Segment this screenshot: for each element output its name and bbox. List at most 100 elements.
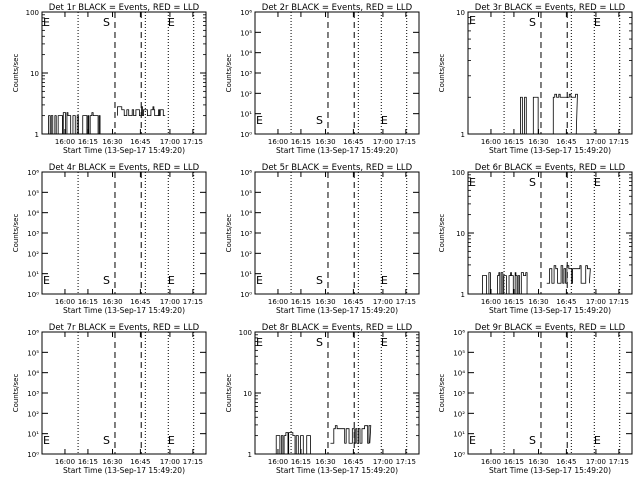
y-axis-label: Counts/sec — [225, 214, 233, 253]
marker-e-left: E — [469, 14, 476, 27]
x-tick-label: 16:00 — [481, 458, 501, 466]
chart-panel-5: Det 5r BLACK = Events, RED = LLD 10⁰ 10¹ 10… — [225, 163, 420, 315]
y-tick-label: 10⁰ — [240, 131, 252, 139]
x-tick-label: 17:15 — [609, 138, 629, 146]
x-tick-label: 17:00 — [373, 458, 393, 466]
event-rate-trace — [481, 272, 528, 295]
x-tick-label: 16:00 — [481, 298, 501, 306]
y-tick-label: 10³ — [240, 70, 252, 78]
y-tick-label: 10¹ — [27, 431, 39, 439]
y-tick-label: 10¹ — [27, 271, 39, 279]
x-axis-label: Start Time (13-Sep-17 15:49:20) — [63, 146, 185, 155]
x-tick-label: 16:15 — [504, 138, 524, 146]
x-tick-label: 16:45 — [343, 138, 363, 146]
marker-e-left: E — [256, 336, 263, 349]
chart-title: Det 1r BLACK = Events, RED = LLD — [49, 3, 200, 13]
marker-e-left: E — [43, 274, 50, 287]
y-tick-label: 10² — [27, 250, 39, 258]
chart-panel-9: Det 9r BLACK = Events, RED = LLD 10⁰ 10¹ 10… — [438, 323, 633, 475]
y-tick-label: 10 — [456, 230, 465, 238]
x-tick-label: 16:30 — [102, 458, 122, 466]
event-rate-trace — [274, 432, 316, 455]
y-tick-label: 10² — [240, 90, 252, 98]
y-tick-label: 10⁴ — [240, 50, 252, 58]
marker-s: S — [103, 16, 110, 29]
event-rate-trace — [48, 112, 102, 135]
x-tick-label: 16:30 — [528, 298, 548, 306]
marker-s: S — [316, 336, 323, 349]
x-tick-label: 17:15 — [183, 458, 203, 466]
x-axis-label: Start Time (13-Sep-17 15:49:20) — [63, 466, 185, 475]
marker-e-right: E — [168, 274, 175, 287]
marker-s: S — [103, 274, 110, 287]
marker-e-left: E — [256, 274, 263, 287]
plot-frame — [467, 331, 633, 455]
chart-title: Det 3r BLACK = Events, RED = LLD — [475, 3, 626, 13]
x-tick-label: 16:30 — [528, 458, 548, 466]
marker-e-right: E — [594, 16, 601, 29]
x-tick-label: 16:15 — [291, 298, 311, 306]
x-tick-label: 17:00 — [160, 298, 180, 306]
y-tick-label: 10¹ — [453, 431, 465, 439]
x-tick-label: 16:45 — [556, 138, 576, 146]
x-tick-label: 16:15 — [78, 458, 98, 466]
y-tick-label: 10³ — [27, 230, 39, 238]
x-tick-label: 17:00 — [160, 138, 180, 146]
marker-s: S — [529, 16, 536, 29]
chart-title: Det 4r BLACK = Events, RED = LLD — [49, 163, 200, 173]
x-tick-label: 17:15 — [609, 298, 629, 306]
x-tick-label: 16:00 — [268, 458, 288, 466]
x-axis-label: Start Time (13-Sep-17 15:49:20) — [63, 306, 185, 315]
y-tick-label: 10⁵ — [27, 349, 39, 357]
marker-s: S — [529, 434, 536, 447]
x-tick-label: 16:15 — [78, 298, 98, 306]
x-tick-label: 16:15 — [504, 458, 524, 466]
chart-title: Det 8r BLACK = Events, RED = LLD — [262, 323, 413, 333]
x-tick-label: 17:15 — [396, 298, 416, 306]
x-tick-label: 16:00 — [481, 138, 501, 146]
y-tick-label: 1 — [461, 131, 465, 139]
y-tick-label: 10⁴ — [27, 370, 39, 378]
x-tick-label: 16:30 — [315, 298, 335, 306]
y-axis-label: Counts/sec — [12, 214, 20, 253]
y-tick-label: 10⁰ — [453, 451, 465, 459]
chart-panel-4: Det 4r BLACK = Events, RED = LLD 10⁰ 10¹ 10… — [12, 163, 207, 315]
y-tick-label: 1 — [248, 451, 252, 459]
y-axis-label: Counts/sec — [12, 374, 20, 413]
y-tick-label: 10³ — [27, 390, 39, 398]
plot-frame — [467, 11, 633, 135]
y-tick-label: 100 — [26, 9, 39, 17]
y-tick-label: 10⁵ — [240, 29, 252, 37]
x-tick-label: 17:00 — [160, 458, 180, 466]
x-tick-label: 16:15 — [504, 298, 524, 306]
y-tick-label: 10¹ — [240, 271, 252, 279]
y-tick-label: 10⁵ — [27, 189, 39, 197]
event-rate-trace — [117, 106, 166, 117]
y-tick-label: 10⁴ — [240, 210, 252, 218]
x-tick-label: 16:00 — [268, 138, 288, 146]
x-tick-label: 16:45 — [130, 458, 150, 466]
x-tick-label: 17:00 — [373, 298, 393, 306]
y-axis-label: Counts/sec — [225, 54, 233, 93]
x-tick-label: 16:30 — [102, 298, 122, 306]
y-tick-label: 10⁴ — [27, 210, 39, 218]
x-tick-label: 17:00 — [586, 458, 606, 466]
y-tick-label: 10¹ — [240, 111, 252, 119]
chart-title: Det 2r BLACK = Events, RED = LLD — [262, 3, 413, 13]
x-tick-label: 17:15 — [396, 138, 416, 146]
x-tick-label: 17:00 — [586, 298, 606, 306]
y-tick-label: 10⁵ — [240, 189, 252, 197]
x-axis-label: Start Time (13-Sep-17 15:49:20) — [489, 306, 611, 315]
y-tick-label: 100 — [239, 329, 252, 337]
x-tick-label: 16:45 — [343, 298, 363, 306]
x-axis-label: Start Time (13-Sep-17 15:49:20) — [276, 466, 398, 475]
y-tick-label: 10⁶ — [27, 329, 39, 337]
marker-e-left: E — [469, 434, 476, 447]
x-tick-label: 17:15 — [183, 298, 203, 306]
y-tick-label: 10⁵ — [453, 349, 465, 357]
x-tick-label: 16:45 — [343, 458, 363, 466]
y-tick-label: 10⁶ — [453, 329, 465, 337]
x-tick-label: 16:15 — [291, 138, 311, 146]
x-axis-label: Start Time (13-Sep-17 15:49:20) — [489, 466, 611, 475]
